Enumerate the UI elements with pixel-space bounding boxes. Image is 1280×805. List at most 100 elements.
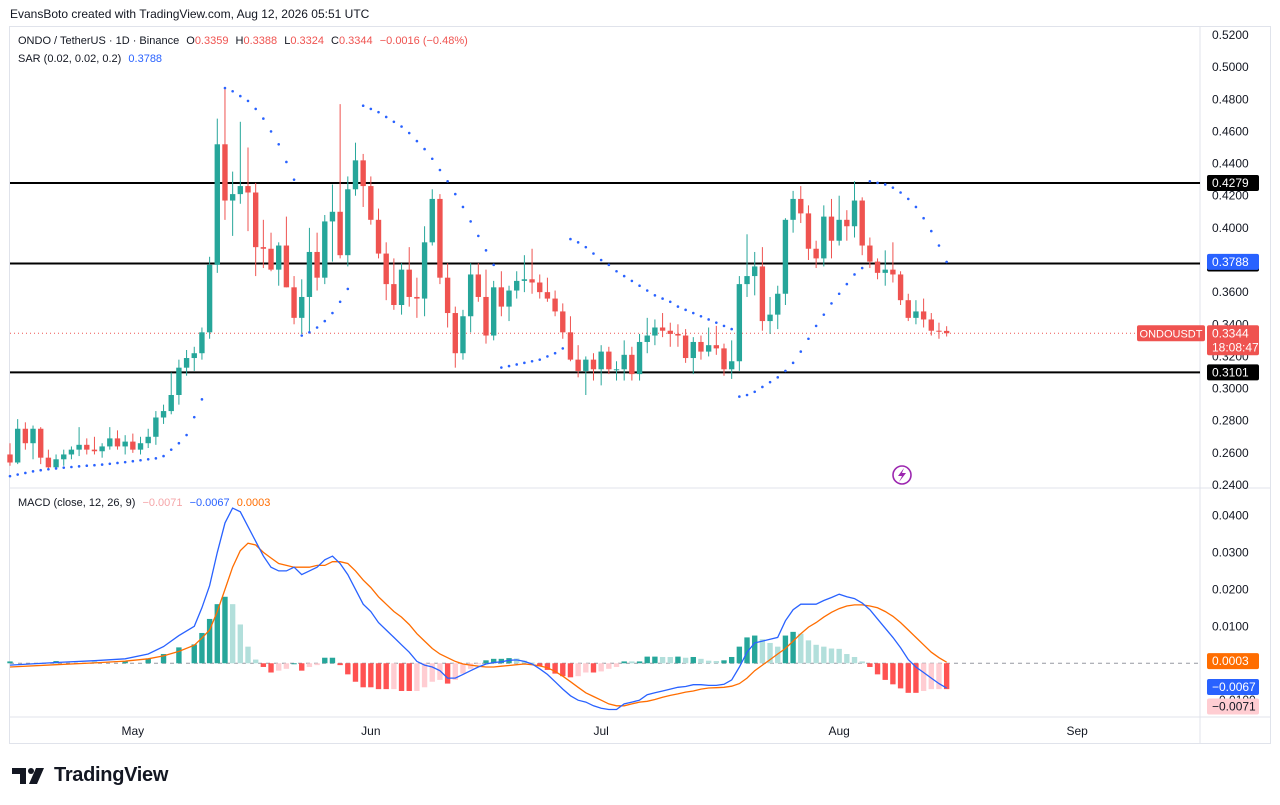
sar-dot: [676, 305, 680, 308]
candle: [368, 176, 374, 225]
candle: [890, 242, 896, 283]
sar-dot: [108, 462, 112, 466]
chart-frame: [9, 26, 1271, 744]
candle-body: [652, 327, 658, 336]
candle-body: [859, 200, 865, 246]
sar-dot: [269, 130, 273, 133]
macd-histogram-bar: [544, 663, 551, 670]
candle: [329, 184, 336, 262]
macd-histogram-bar: [767, 642, 773, 664]
candle-body: [153, 417, 159, 437]
candle: [782, 218, 789, 305]
candle: [84, 438, 90, 455]
candle: [583, 356, 589, 395]
ticker-tag: ONDOUSDT: [1140, 328, 1203, 340]
candle: [721, 343, 727, 376]
sar-dot: [484, 249, 488, 252]
candle: [14, 419, 21, 465]
ohlc-close: C0.3344: [331, 35, 373, 47]
candle-body: [437, 198, 443, 278]
candle: [514, 271, 520, 299]
candle-body: [790, 198, 796, 220]
sar-dot: [31, 470, 35, 473]
candle-body: [229, 194, 236, 201]
candle-body: [506, 290, 512, 307]
macd-histogram-bar: [897, 663, 904, 689]
sar-dot: [876, 181, 879, 185]
candle: [452, 306, 458, 368]
candle-body: [813, 248, 819, 259]
candle-body: [943, 330, 950, 334]
candle: [928, 313, 934, 336]
candle: [682, 329, 689, 363]
macd-histogram-bar: [260, 663, 267, 667]
level-label-bg: [1207, 175, 1259, 192]
candle-body: [621, 354, 627, 370]
macd-histogram-bar: [460, 663, 466, 674]
level-label: 0.4279: [1212, 176, 1249, 190]
price-axis-tick: 0.5000: [1212, 60, 1249, 74]
sar-dot: [653, 294, 657, 297]
candle-body: [245, 186, 251, 193]
candle-body: [514, 280, 520, 291]
candle-body: [429, 198, 435, 243]
price-axis-tick: 0.3000: [1212, 382, 1249, 396]
candle-body: [629, 354, 635, 375]
candle-body: [306, 251, 313, 297]
candle-body: [237, 186, 244, 195]
macd-histogram-bar: [913, 663, 919, 693]
candle: [690, 337, 696, 375]
sar-price-label: 0.3788: [1212, 255, 1249, 269]
macd-histogram-bar: [91, 661, 98, 664]
macd-histogram-bar: [728, 656, 735, 664]
macd-histogram-bar: [498, 658, 505, 664]
candle: [237, 121, 244, 204]
candle-body: [698, 341, 704, 352]
symbol-label[interactable]: ONDO / TetherUS · 1D · Binance: [18, 35, 180, 47]
chart-credit: EvansBoto created with TradingView.com, …: [10, 7, 370, 21]
macd-histogram-bar: [406, 663, 412, 691]
sar-dot: [883, 183, 887, 186]
candle-body: [567, 332, 574, 360]
candle: [636, 333, 643, 381]
sar-dot: [331, 311, 334, 315]
macd-histogram-bar: [744, 637, 750, 664]
lightning-icon[interactable]: [892, 465, 912, 485]
candle-body: [337, 211, 343, 256]
sar-dot: [338, 300, 342, 304]
sar-dot: [116, 461, 119, 465]
macd-histogram-bar: [759, 639, 766, 664]
candle-body: [122, 441, 128, 447]
tradingview-logo[interactable]: TradingView: [12, 764, 168, 787]
sar-dot: [668, 300, 672, 304]
sar-label[interactable]: SAR (0.02, 0.02, 0.2): [18, 53, 122, 65]
candle-body: [836, 219, 842, 241]
macd-histogram-bar: [444, 663, 451, 684]
sar-dot: [906, 197, 910, 201]
sar-dot: [845, 282, 849, 286]
candle: [752, 251, 758, 296]
macd-line-value: −0.0067: [189, 497, 230, 509]
candle: [606, 346, 612, 375]
candle-body: [897, 274, 904, 301]
macd-histogram-bar: [621, 661, 627, 664]
candle: [859, 197, 865, 256]
macd-histogram-bar: [398, 663, 405, 691]
candle-body: [91, 449, 98, 452]
candle: [76, 427, 82, 457]
candle-body: [360, 160, 366, 187]
sar-dot: [622, 274, 626, 278]
macd-histogram-bar: [375, 663, 382, 690]
sar-dot: [346, 287, 350, 291]
macd-histogram-bar: [467, 663, 474, 669]
candle: [245, 147, 251, 232]
last-price-label: 0.3344: [1212, 326, 1249, 340]
macd-label[interactable]: MACD (close, 12, 26, 9): [18, 497, 136, 509]
candle-body: [598, 351, 604, 370]
sar-dot: [860, 266, 864, 270]
macd-signal-label: 0.0003: [1212, 654, 1249, 668]
sar-dot: [24, 471, 27, 475]
candle-body: [168, 395, 174, 412]
sar-dot: [715, 321, 718, 324]
